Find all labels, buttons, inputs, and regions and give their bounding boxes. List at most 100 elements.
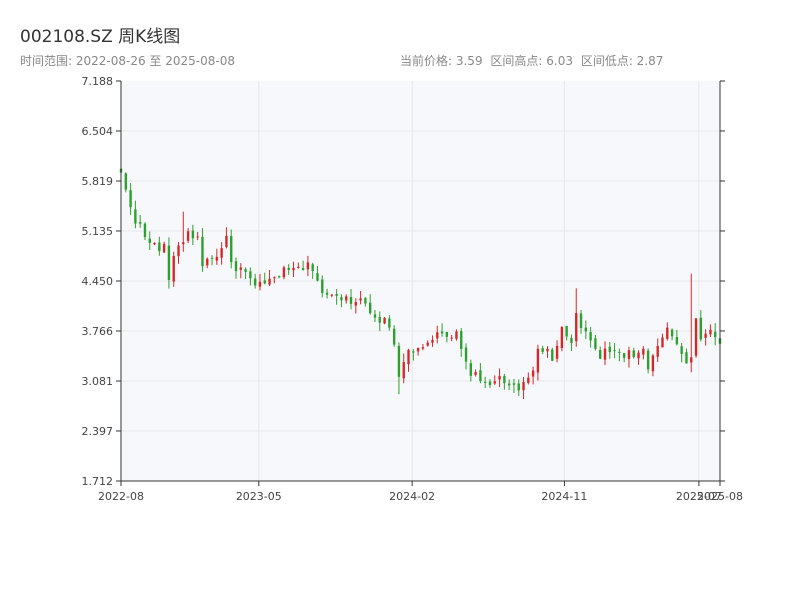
candle-body <box>335 294 338 296</box>
candle-body <box>148 238 151 243</box>
candle-body <box>469 363 473 376</box>
candle-body <box>143 223 147 238</box>
candle-body <box>196 236 199 238</box>
candle-body <box>546 348 549 352</box>
candle-body <box>282 267 286 278</box>
candle-body <box>153 243 156 245</box>
candle-body <box>637 352 640 359</box>
candle-body <box>426 342 429 346</box>
candle-body <box>258 281 262 287</box>
y-tick-label: 3.081 <box>82 375 114 388</box>
candle-body <box>642 348 645 355</box>
candle-body <box>579 313 583 328</box>
candle-body <box>584 327 588 332</box>
candle-body <box>383 317 386 324</box>
candle-body <box>551 349 554 361</box>
candle-body <box>503 375 506 384</box>
y-tick-label: 5.819 <box>82 175 114 188</box>
x-tick-label: 2025-08 <box>697 490 743 503</box>
candle-body <box>167 245 171 280</box>
candle-body <box>124 173 127 190</box>
candle-body <box>594 338 597 349</box>
candle-body <box>488 381 492 386</box>
candle-body <box>498 375 501 380</box>
candle-body <box>627 350 631 360</box>
candle-body <box>656 346 659 357</box>
candle-body <box>632 350 635 358</box>
candle-body <box>651 355 655 372</box>
candle-body <box>589 332 592 341</box>
y-axis-ticks: 1.712 2.397 3.081 3.766 4.450 5.135 5.819 6.504… <box>82 75 725 488</box>
candle-body <box>507 383 511 386</box>
candle-body <box>608 346 611 353</box>
candle-body <box>306 262 310 270</box>
candle-body <box>484 381 487 383</box>
candle-body <box>680 346 683 355</box>
x-tick-label: 2025-07 <box>676 490 722 503</box>
candle-body <box>268 278 271 285</box>
candle-body <box>436 332 439 339</box>
y-tick-label: 3.766 <box>82 325 114 338</box>
candle-body <box>522 382 525 391</box>
candle-body <box>325 292 329 295</box>
candle-body <box>402 362 405 379</box>
candle-body <box>675 337 679 345</box>
candle-body <box>527 377 530 383</box>
candle-body <box>474 372 477 375</box>
candle-body <box>445 331 449 337</box>
candle-body <box>670 329 674 337</box>
candle-body <box>431 339 434 343</box>
candle-body <box>244 269 247 272</box>
candle-body <box>599 350 602 359</box>
candle-body <box>699 317 703 340</box>
price-stats: 当前价格: 3.59 区间高点: 6.03 区间低点: 2.87 <box>400 52 667 69</box>
candle-body <box>412 351 415 353</box>
current-price-label: 当前价格: 3.59 <box>400 54 483 68</box>
range-low-label: 区间低点: 2.87 <box>580 54 664 68</box>
candle-body <box>201 236 204 267</box>
y-tick-label: 2.397 <box>82 425 114 438</box>
candle-body <box>531 370 535 377</box>
candle-body <box>359 298 362 301</box>
range-high-label: 区间高点: 6.03 <box>490 54 573 68</box>
candles <box>119 165 722 399</box>
candle-body <box>464 347 468 362</box>
candle-body <box>613 350 616 352</box>
x-tick-label: 2022-08 <box>98 490 144 503</box>
candle-body <box>354 302 357 306</box>
candle-body <box>392 328 396 345</box>
candle-body <box>249 271 252 279</box>
y-tick-label: 5.135 <box>82 225 114 238</box>
candle-body <box>158 242 161 252</box>
y-tick-label: 1.712 <box>82 475 114 488</box>
candle-body <box>172 256 175 282</box>
candle-body <box>479 370 482 382</box>
candle-body <box>225 235 228 247</box>
candle-body <box>541 348 544 352</box>
candle-body <box>536 348 540 373</box>
candle-body <box>253 278 257 286</box>
candle-body <box>704 333 707 338</box>
date-range-label: 时间范围: 2022-08-26 至 2025-08-08 <box>20 54 235 68</box>
x-tick-label: 2023-05 <box>236 490 282 503</box>
candle-body <box>129 190 132 208</box>
candle-body <box>206 258 209 266</box>
candle-body <box>210 257 214 259</box>
candle-body <box>263 280 266 284</box>
candle-body <box>234 261 238 272</box>
candle-body <box>292 267 295 271</box>
candle-body <box>603 348 607 360</box>
candle-body <box>138 222 142 224</box>
chart-title: 002108.SZ 周K线图 <box>20 27 181 47</box>
candle-body <box>714 331 717 338</box>
candle-body <box>646 350 650 370</box>
candle-body <box>416 347 420 352</box>
candle-body <box>134 209 137 224</box>
candle-body <box>618 351 621 353</box>
candle-body <box>378 317 381 323</box>
candle-body <box>709 329 712 335</box>
candle-body <box>455 331 458 339</box>
candle-body <box>364 297 367 304</box>
candle-body <box>220 248 223 258</box>
candle-body <box>186 231 190 241</box>
